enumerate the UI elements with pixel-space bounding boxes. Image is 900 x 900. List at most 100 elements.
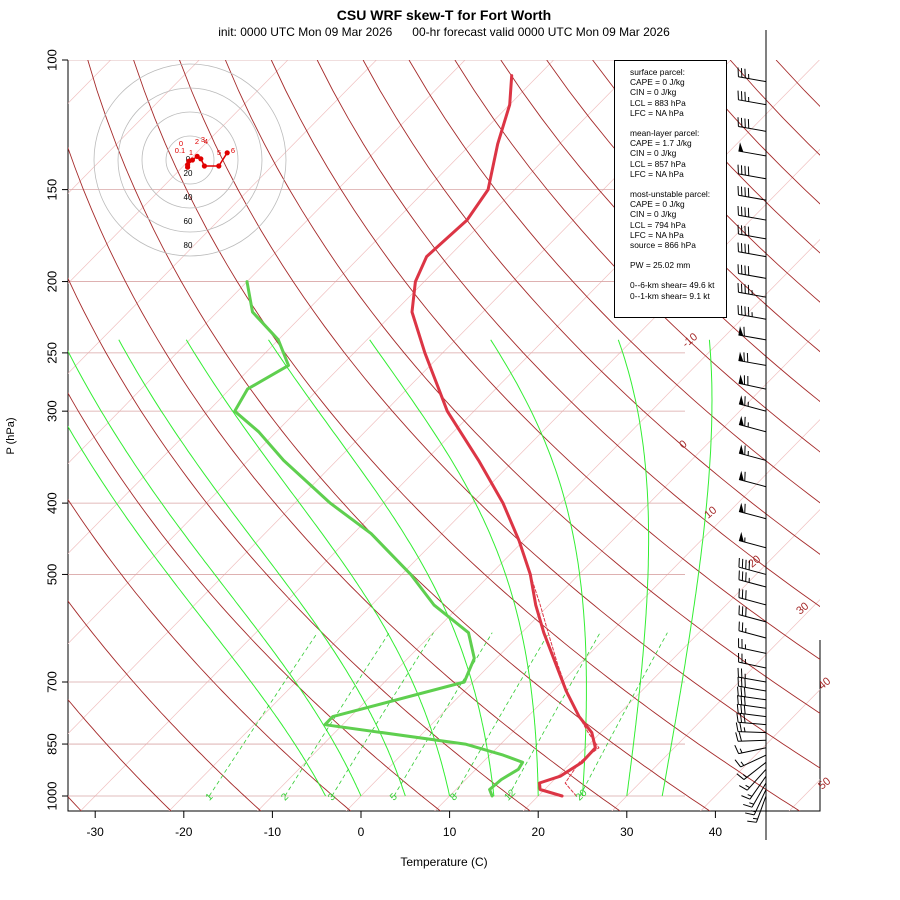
wind-barb xyxy=(737,739,767,742)
wind-barb-feather xyxy=(734,759,742,768)
hodograph-point-label: 4 xyxy=(204,137,208,146)
dry-adiabat-line xyxy=(68,699,172,811)
chart-subtitle: init: 0000 UTC Mon 09 Mar 2026 00-hr for… xyxy=(218,25,670,39)
info-line: CAPE = 0 J/kg xyxy=(630,77,685,88)
wind-barb-feather xyxy=(743,803,753,808)
wind-barb xyxy=(738,173,767,180)
wind-barb xyxy=(738,630,767,639)
hodograph-ring-label: 80 xyxy=(184,241,193,250)
dry-adiabat-line xyxy=(68,498,352,811)
wind-barb xyxy=(737,731,767,734)
wind-barb xyxy=(738,747,767,755)
dry-adiabat-label: -10 xyxy=(680,331,700,350)
x-tick-label: 40 xyxy=(709,825,723,839)
info-line: PW = 25.02 mm xyxy=(630,260,691,271)
dry-adiabat-line xyxy=(454,60,820,453)
hodograph-point xyxy=(198,156,204,162)
wind-barb-half-feather xyxy=(751,810,756,813)
info-line: LFC = NA hPa xyxy=(630,168,684,179)
wind-barb xyxy=(738,695,767,701)
mixing-ratio-label: 12 xyxy=(502,787,518,803)
info-line: source = 866 hPa xyxy=(630,240,696,251)
wind-barb xyxy=(738,721,767,726)
wind-barb xyxy=(738,76,767,83)
isotherm-line xyxy=(68,60,643,645)
x-tick-label: -20 xyxy=(175,825,193,839)
y-tick-label: 500 xyxy=(45,564,60,586)
wind-barb xyxy=(749,775,767,800)
isotherm-line xyxy=(68,60,377,374)
wind-barb-feather xyxy=(735,732,739,742)
wind-barb-feather xyxy=(739,722,743,732)
hodograph-point xyxy=(224,150,230,156)
mixing-ratio-label: 8 xyxy=(448,791,460,803)
isotherm-line xyxy=(68,60,554,554)
wind-barb xyxy=(738,214,767,221)
wind-barb-feather xyxy=(741,795,751,800)
wind-barb xyxy=(738,712,767,718)
isotherm-line xyxy=(68,60,466,464)
info-line: most-unstable parcel: xyxy=(630,189,711,200)
wind-barb-feather xyxy=(740,695,743,705)
wind-barb-flag xyxy=(738,142,744,152)
wind-barb xyxy=(751,782,767,808)
info-line: surface parcel: xyxy=(630,67,685,77)
isotherm-line xyxy=(877,60,900,812)
plot-frame xyxy=(67,60,821,812)
hodograph-ring-label: 20 xyxy=(184,169,193,178)
wind-barb-half-feather xyxy=(743,727,746,732)
wind-barb xyxy=(755,795,767,823)
dry-adiabat-line xyxy=(822,60,900,812)
wind-barb-flag xyxy=(738,395,744,406)
hodograph-ring-label: 60 xyxy=(184,217,193,226)
isotherm-line xyxy=(168,148,820,811)
moist-adiabat-line xyxy=(68,350,362,797)
surface-parcel-block: surface parcel: CAPE = 0 J/kg CIN = 0 J/… xyxy=(630,67,726,118)
x-tick-label: 0 xyxy=(358,825,365,839)
dry-adiabat-line xyxy=(68,277,531,811)
dry-adiabat-line xyxy=(133,60,801,811)
dry-adiabat-line xyxy=(68,146,621,811)
mean-layer-parcel-block: mean-layer parcel: CAPE = 1.7 J/kg CIN =… xyxy=(630,128,726,179)
info-line: LCL = 857 hPa xyxy=(630,158,686,169)
hodograph-ring xyxy=(165,135,215,185)
wind-barb-feather xyxy=(736,773,745,780)
wind-barb xyxy=(738,685,767,692)
isotherm-line xyxy=(788,779,820,811)
wind-barb xyxy=(738,597,767,606)
wind-barb xyxy=(743,761,767,780)
mixing-ratio-line xyxy=(453,632,550,797)
info-line: CIN = 0 J/kg xyxy=(630,209,677,220)
wind-barb xyxy=(738,291,767,298)
shear-block: 0--6-km shear= 49.6 kt 0--1-km shear= 9.… xyxy=(630,280,726,300)
chart-title: CSU WRF skew-T for Fort Worth xyxy=(336,7,552,23)
dry-adiabat-line xyxy=(68,600,262,811)
moist-adiabat-line xyxy=(118,339,406,797)
hodograph-point xyxy=(201,163,207,169)
mixing-ratio-line xyxy=(579,632,668,797)
dry-adiabat-line xyxy=(316,60,820,608)
wind-barb-feather xyxy=(740,704,743,714)
mixing-ratio-line xyxy=(508,632,601,797)
x-axis-label: Temperature (C) xyxy=(400,855,487,869)
wind-barb-feather xyxy=(740,687,743,697)
y-tick-label: 400 xyxy=(45,492,60,514)
wind-barb xyxy=(738,566,767,575)
x-tick-label: 30 xyxy=(620,825,634,839)
wind-barb xyxy=(738,579,767,588)
wind-barb-flag xyxy=(738,374,744,385)
info-line: CIN = 0 J/kg xyxy=(630,148,677,159)
wind-barb xyxy=(738,647,767,654)
info-line: mean-layer parcel: xyxy=(630,128,700,139)
info-line: LFC = NA hPa xyxy=(630,107,684,118)
wind-barb-half-feather xyxy=(749,802,754,805)
y-tick-label: 1000 xyxy=(45,782,60,811)
moist-adiabat-line xyxy=(68,425,327,797)
mixing-ratio-label: 20 xyxy=(574,787,590,803)
most-unstable-parcel-block: most-unstable parcel: CAPE = 0 J/kg CIN … xyxy=(630,189,726,250)
wind-barb xyxy=(738,661,767,669)
wind-barb xyxy=(738,150,767,157)
dry-adiabat-label: 0 xyxy=(677,438,689,451)
isotherm-line xyxy=(68,60,732,735)
